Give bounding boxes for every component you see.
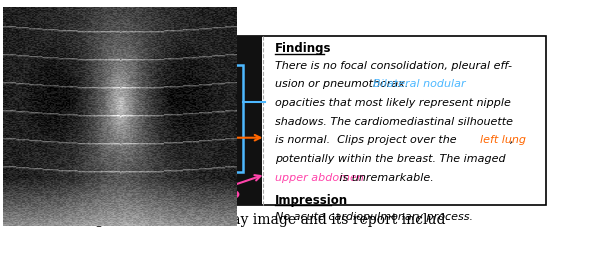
- Text: There is no focal consolidation, pleural eff-: There is no focal consolidation, pleural…: [274, 61, 512, 71]
- Text: Impression: Impression: [274, 193, 348, 206]
- Bar: [79, 36, 262, 205]
- Text: shadows. The cardiomediastinal silhouette: shadows. The cardiomediastinal silhouett…: [274, 117, 513, 127]
- Text: Bilateral nodular: Bilateral nodular: [373, 80, 466, 89]
- Text: potentially within the breast. The imaged: potentially within the breast. The image…: [274, 154, 506, 164]
- Text: usion or pneumothorax.: usion or pneumothorax.: [274, 80, 412, 89]
- Text: upper abdomen: upper abdomen: [274, 173, 364, 183]
- Text: opacities that most likely represent nipple: opacities that most likely represent nip…: [274, 98, 511, 108]
- Text: left lung: left lung: [481, 135, 526, 145]
- Bar: [94, 65, 243, 172]
- Text: No acute cardiopulmonary process.: No acute cardiopulmonary process.: [274, 212, 473, 222]
- Text: ,: ,: [510, 135, 513, 145]
- Bar: [79, 36, 546, 205]
- Text: is normal.  Clips project over the: is normal. Clips project over the: [274, 135, 460, 145]
- Text: Findings: Findings: [274, 42, 331, 55]
- Text: Figure 1:  A chest X-ray image and its report includ-: Figure 1: A chest X-ray image and its re…: [81, 213, 450, 228]
- Text: is unremarkable.: is unremarkable.: [336, 173, 434, 183]
